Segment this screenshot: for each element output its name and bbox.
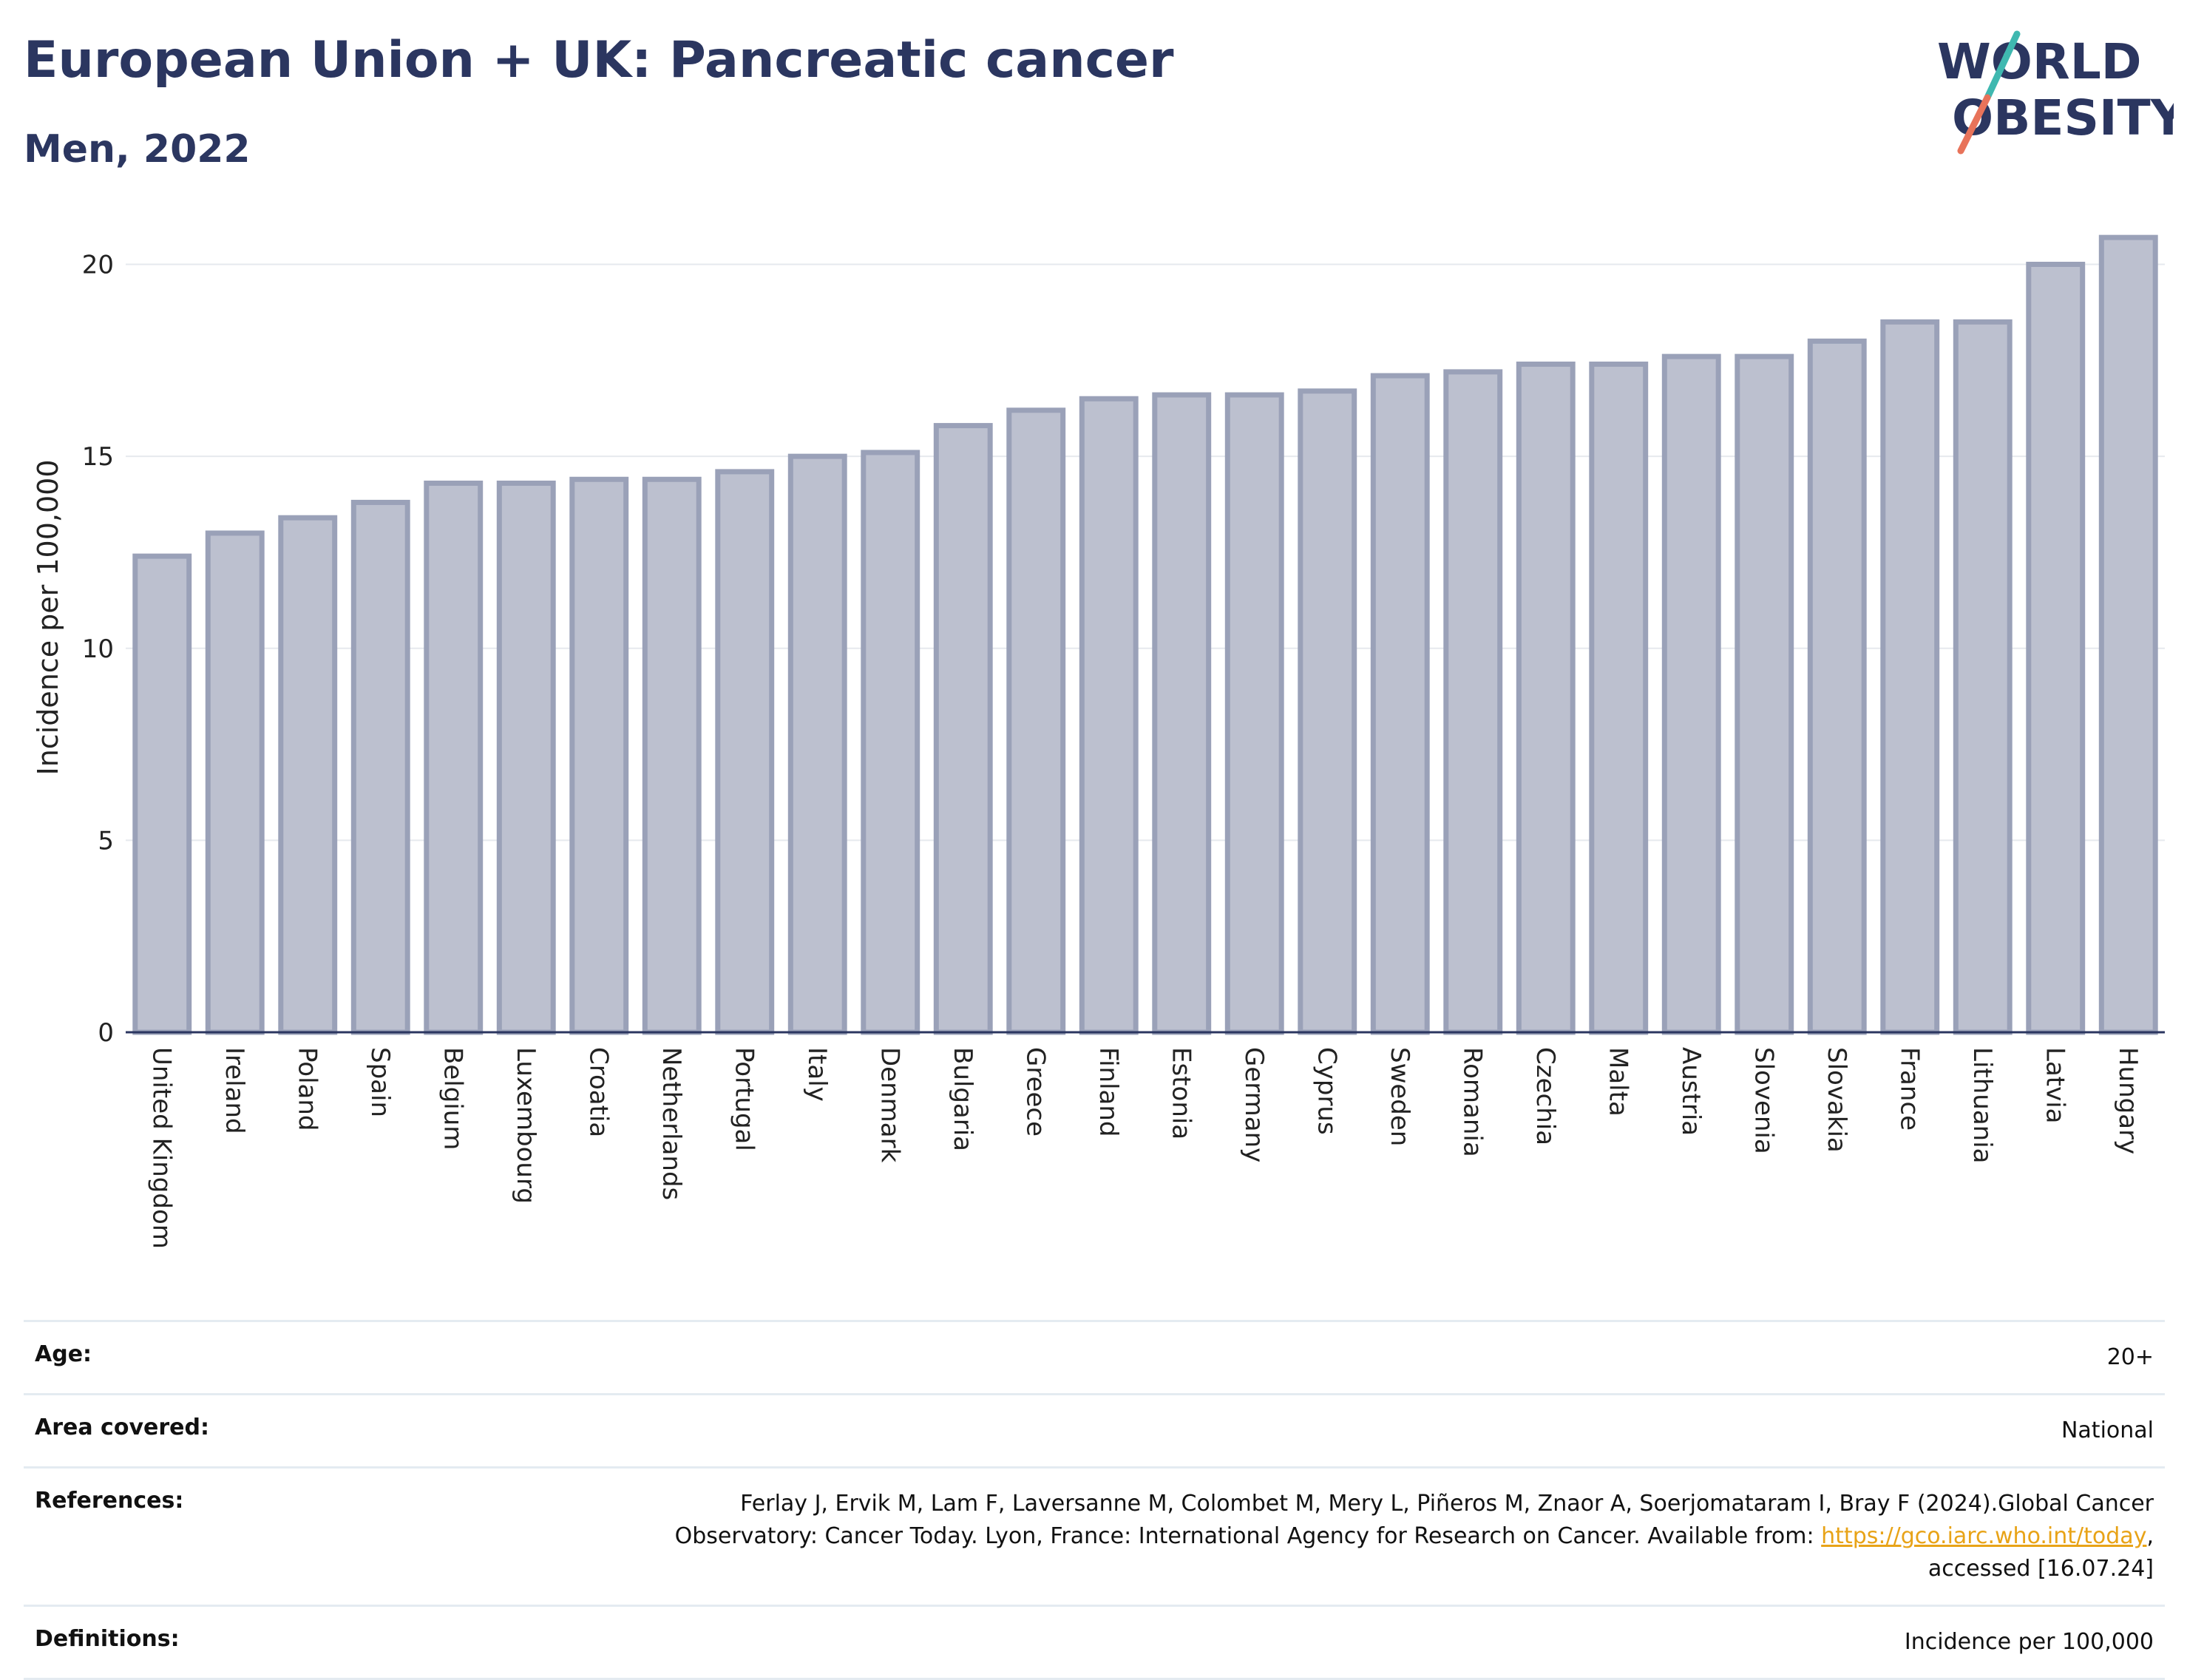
x-tick-label: Romania bbox=[1457, 1047, 1487, 1157]
x-tick-label: Slovakia bbox=[1822, 1047, 1851, 1153]
bar-austria bbox=[1661, 353, 1721, 1035]
logo-slash-teal bbox=[1984, 30, 2021, 101]
area-label: Area covered: bbox=[35, 1415, 209, 1440]
bar-estonia bbox=[1152, 392, 1212, 1035]
bar-cyprus bbox=[1298, 388, 1357, 1035]
references-link[interactable]: https://gco.iarc.who.int/today bbox=[1821, 1523, 2147, 1549]
logo-text-world: WORLD bbox=[1937, 33, 2142, 90]
x-tick-label: Bulgaria bbox=[948, 1047, 977, 1151]
references-text-2: Observatory: Cancer Today. Lyon, France:… bbox=[674, 1523, 1822, 1549]
area-value: National bbox=[2061, 1418, 2154, 1443]
bar-ireland bbox=[205, 530, 265, 1035]
metadata-table: Age: 20+ Area covered: National Referenc… bbox=[24, 1320, 2165, 1680]
bar-malta bbox=[1589, 362, 1649, 1035]
x-tick-label: Belgium bbox=[438, 1047, 467, 1150]
bar-greece bbox=[1006, 407, 1066, 1035]
meta-row-area: Area covered: National bbox=[24, 1393, 2165, 1466]
x-tick-label: Croatia bbox=[583, 1047, 613, 1137]
bar-lithuania bbox=[1953, 319, 2013, 1035]
bar-bulgaria bbox=[933, 423, 993, 1035]
references-value: Ferlay J, Ervik M, Lam F, Laversanne M, … bbox=[675, 1488, 2154, 1585]
references-text-4: accessed [16.07.24] bbox=[1927, 1556, 2154, 1582]
definitions-label: Definitions: bbox=[35, 1626, 180, 1652]
x-tick-labels: United Kingdom Ireland Poland Spain Belgium L… bbox=[146, 1047, 2143, 1249]
x-tick-label: Hungary bbox=[2113, 1047, 2143, 1154]
x-tick-label: France bbox=[1894, 1047, 1924, 1131]
bar-croatia bbox=[569, 476, 629, 1035]
x-tick-label: Portugal bbox=[729, 1047, 759, 1151]
y-tick-label: 20 bbox=[82, 251, 114, 280]
age-label: Age: bbox=[35, 1341, 92, 1367]
x-tick-label: Austria bbox=[1676, 1047, 1706, 1136]
x-tick-label: Latvia bbox=[2040, 1047, 2069, 1124]
x-tick-label: Estonia bbox=[1166, 1047, 1196, 1139]
x-tick-label: Spain bbox=[365, 1047, 395, 1117]
y-tick-label: 5 bbox=[98, 826, 114, 856]
x-tick-label: Ireland bbox=[220, 1047, 249, 1134]
x-tick-label: Netherlands bbox=[657, 1047, 686, 1200]
meta-row-age: Age: 20+ bbox=[24, 1320, 2165, 1393]
references-text-1: Ferlay J, Ervik M, Lam F, Laversanne M, … bbox=[740, 1491, 2154, 1517]
y-tick-label: 10 bbox=[82, 634, 114, 664]
x-tick-label: Luxembourg bbox=[511, 1047, 540, 1204]
x-tick-label: Czechia bbox=[1530, 1047, 1560, 1145]
bar-poland bbox=[278, 515, 338, 1035]
x-tick-label: Denmark bbox=[875, 1047, 904, 1163]
bar-romania bbox=[1443, 369, 1503, 1035]
x-tick-label: Malta bbox=[1603, 1047, 1632, 1117]
bar-finland bbox=[1079, 396, 1139, 1035]
chart-title: European Union + UK: Pancreatic cancer bbox=[24, 31, 1174, 89]
age-value: 20+ bbox=[2106, 1344, 2154, 1370]
bar-united-kingdom bbox=[132, 553, 192, 1035]
bar-france bbox=[1880, 319, 1940, 1035]
definitions-value: Incidence per 100,000 bbox=[1904, 1629, 2154, 1655]
y-axis-label: Incidence per 100,000 bbox=[32, 459, 64, 775]
x-tick-label: Sweden bbox=[1385, 1047, 1414, 1146]
bar-belgium bbox=[424, 480, 484, 1035]
meta-row-references: References: Ferlay J, Ervik M, Lam F, La… bbox=[24, 1466, 2165, 1605]
meta-row-definitions: Definitions: Incidence per 100,000 bbox=[24, 1605, 2165, 1680]
y-tick-label: 15 bbox=[82, 442, 114, 472]
x-tick-label: Cyprus bbox=[1312, 1047, 1341, 1135]
bar-netherlands bbox=[642, 476, 702, 1035]
bar-chart: 0 5 10 15 20 United Kingdom Ireland Poland Spai… bbox=[32, 234, 2165, 1249]
bar-spain bbox=[350, 499, 410, 1035]
bar-hungary bbox=[2098, 234, 2158, 1035]
bar-slovakia bbox=[1807, 338, 1867, 1035]
bar-luxembourg bbox=[496, 480, 556, 1035]
bar-latvia bbox=[2026, 262, 2086, 1035]
x-tick-label: Finland bbox=[1094, 1047, 1123, 1137]
x-tick-label: Greece bbox=[1020, 1047, 1050, 1137]
x-tick-label: Germany bbox=[1239, 1047, 1269, 1162]
bar-czechia bbox=[1516, 362, 1576, 1035]
bar-germany bbox=[1224, 392, 1284, 1035]
chart-subtitle: Men, 2022 bbox=[24, 127, 251, 172]
x-tick-label: Poland bbox=[292, 1047, 322, 1131]
x-tick-label: Slovenia bbox=[1749, 1047, 1778, 1154]
x-tick-label: United Kingdom bbox=[146, 1047, 176, 1249]
bar-italy bbox=[787, 453, 847, 1035]
world-obesity-logo: WORLD OBESITY bbox=[1937, 30, 2174, 155]
logo-slash-coral bbox=[1957, 94, 1991, 155]
y-tick-label: 0 bbox=[98, 1018, 114, 1048]
bars bbox=[132, 234, 2158, 1035]
x-tick-label: Lithuania bbox=[1967, 1047, 1997, 1163]
bar-sweden bbox=[1370, 373, 1430, 1035]
bar-slovenia bbox=[1735, 353, 1794, 1035]
bar-denmark bbox=[861, 450, 920, 1035]
bar-portugal bbox=[715, 469, 775, 1035]
x-tick-label: Italy bbox=[802, 1047, 832, 1102]
references-text-3: , bbox=[2146, 1523, 2154, 1549]
references-label: References: bbox=[35, 1488, 184, 1514]
y-tick-labels: 0 5 10 15 20 bbox=[82, 251, 114, 1048]
